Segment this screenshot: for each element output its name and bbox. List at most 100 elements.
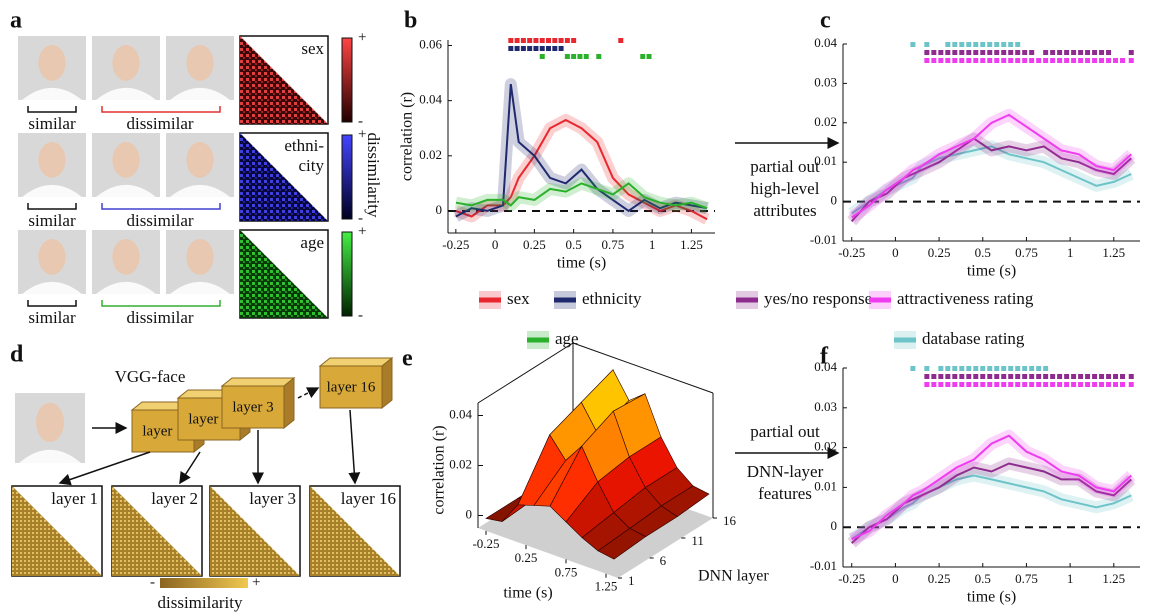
x-tick-label: 0.25 (523, 237, 546, 252)
z-tick-label: 0.04 (449, 406, 472, 421)
series-line (851, 434, 1132, 541)
series-line (455, 83, 708, 218)
significance-marker (1043, 50, 1049, 55)
y-tick-label: -0.01 (810, 558, 837, 573)
significance-marker (1008, 50, 1014, 55)
significance-marker (1071, 382, 1077, 387)
x-tick-label: 1.25 (680, 237, 703, 252)
significance-marker (1008, 374, 1014, 379)
legend-label: age (555, 329, 579, 348)
significance-marker (1113, 382, 1119, 387)
significance-marker (959, 50, 965, 55)
arrow (179, 451, 201, 485)
rdm-label: city (299, 156, 325, 175)
similar-label: similar (28, 308, 76, 327)
colorbar (341, 231, 353, 317)
z-tick-label: 0.02 (449, 456, 472, 471)
significance-marker (973, 366, 979, 371)
y-axis-label: DNN layer (698, 568, 769, 585)
bracket (27, 300, 77, 307)
colorbar-plus: + (358, 223, 366, 239)
significance-marker (640, 54, 646, 59)
significance-marker (1022, 58, 1028, 63)
significance-marker (1092, 58, 1098, 63)
series-line (851, 145, 1132, 215)
y-tick-label: 0 (831, 193, 838, 208)
significance-marker (945, 42, 951, 47)
significance-marker (973, 42, 979, 47)
significance-marker (1001, 382, 1007, 387)
significance-marker (1064, 382, 1070, 387)
significance-marker (938, 374, 944, 379)
significance-marker (1092, 382, 1098, 387)
face-head (112, 238, 140, 275)
significance-marker (1043, 366, 1049, 371)
y-tick-label: 11 (691, 533, 704, 548)
significance-marker (987, 366, 993, 371)
rdm-label: layer 1 (51, 489, 98, 508)
significance-marker (1022, 50, 1028, 55)
x-tick-label: 1 (649, 237, 656, 252)
significance-marker (931, 382, 937, 387)
arrow-text: attributes (753, 201, 816, 220)
x-tick-label: 0.75 (602, 237, 625, 252)
significance-marker (1078, 50, 1084, 55)
significance-marker (1099, 374, 1105, 379)
x-tick-label: 0 (892, 245, 899, 260)
x-tick-label: -0.25 (838, 571, 865, 586)
significance-marker (994, 58, 1000, 63)
face-head (38, 238, 66, 275)
significance-marker (987, 42, 993, 47)
face-head (112, 44, 140, 81)
z-axis-label: correlation (r) (431, 425, 448, 514)
significance-marker (533, 46, 539, 51)
rdm-label: layer 16 (341, 489, 396, 508)
colorbar-plus: + (358, 29, 366, 45)
significance-marker (966, 366, 972, 371)
face-head (112, 141, 140, 178)
layer-block (221, 385, 285, 429)
arrow-text: DNN-layer (747, 462, 824, 481)
significance-marker (539, 38, 545, 43)
y-tick-label: 0.02 (814, 114, 837, 129)
significance-marker (552, 46, 558, 51)
colorbar (341, 134, 353, 220)
colorbar-minus: - (358, 307, 363, 323)
significance-marker (1078, 374, 1084, 379)
rdm-matrix (240, 133, 328, 221)
significance-marker (514, 46, 520, 51)
significance-marker (571, 38, 577, 43)
significance-marker (583, 54, 589, 59)
significance-marker (1008, 382, 1014, 387)
significance-marker (1029, 382, 1035, 387)
bracket (27, 203, 77, 210)
significance-marker (508, 46, 514, 51)
rdm-label: sex (301, 39, 324, 58)
significance-marker (564, 38, 570, 43)
significance-marker (520, 38, 526, 43)
significance-marker (952, 374, 958, 379)
significance-marker (596, 54, 602, 59)
significance-marker (508, 38, 514, 43)
significance-marker (533, 38, 539, 43)
y-tick-label: 6 (660, 553, 667, 568)
x-axis-label: time (s) (967, 263, 1016, 280)
significance-marker (1015, 42, 1021, 47)
series-line (455, 182, 708, 210)
panel-letter: b (404, 8, 417, 34)
layer-block-label: layer 1 (142, 423, 183, 439)
significance-marker (1015, 58, 1021, 63)
significance-marker (924, 374, 930, 379)
significance-marker (910, 42, 916, 47)
significance-marker (1078, 58, 1084, 63)
scale-label: dissimilarity (158, 593, 244, 612)
significance-marker (1050, 374, 1056, 379)
x-tick-label: 1.25 (595, 579, 618, 594)
x-tick-label: 1 (1067, 245, 1074, 260)
significance-marker (1050, 58, 1056, 63)
significance-marker (1022, 366, 1028, 371)
panel-letter: e (402, 346, 413, 372)
significance-marker (973, 50, 979, 55)
legend-label: sex (507, 289, 530, 308)
y-tick-label: 0.04 (419, 92, 442, 107)
